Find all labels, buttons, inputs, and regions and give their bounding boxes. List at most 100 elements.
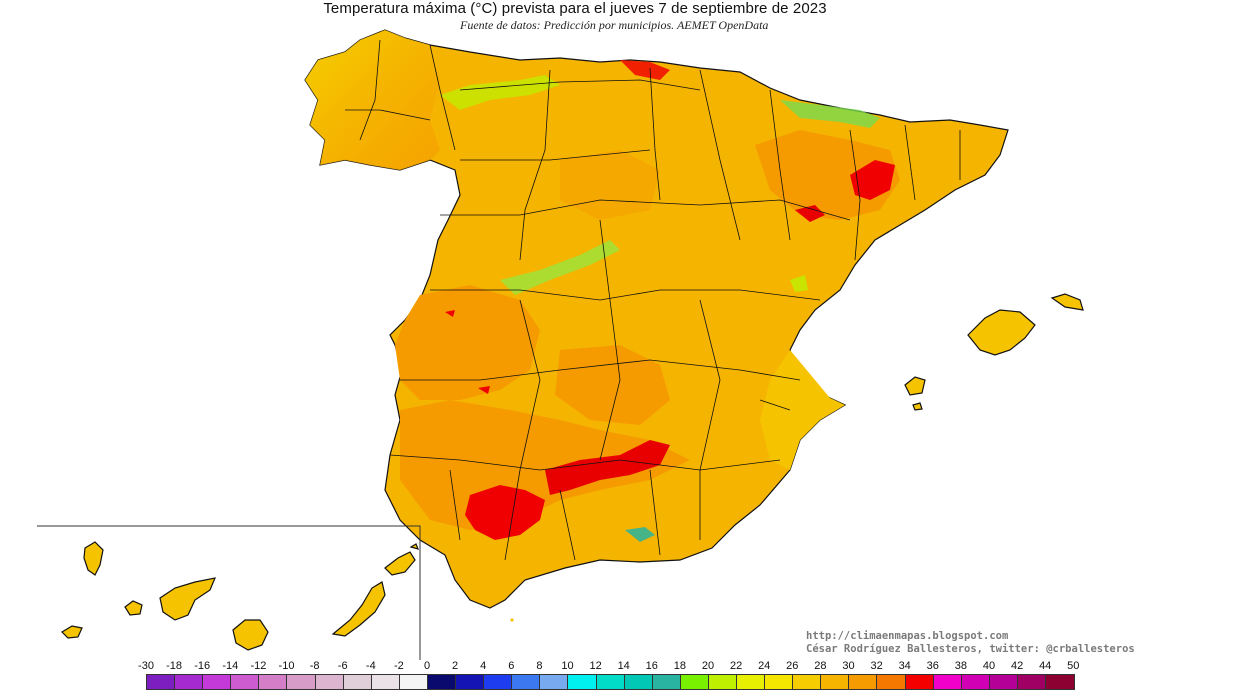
legend-swatch [231, 675, 260, 689]
legend-label: 44 [1039, 660, 1052, 672]
island-graciosa [409, 543, 420, 550]
legend-swatch [933, 675, 962, 689]
legend-swatch [624, 675, 653, 689]
northwest-zone [305, 30, 440, 170]
map-title: Temperatura máxima (°C) prevista para el… [323, 0, 827, 17]
legend-swatch [1046, 675, 1075, 689]
legend-label: 14 [617, 660, 630, 672]
legend-swatch [540, 675, 569, 689]
island-lanzarote [384, 551, 416, 576]
legend-swatch [315, 675, 344, 689]
hotspot-sevilla-cordoba [465, 485, 545, 540]
legend-swatch [259, 675, 288, 689]
legend-label: -30 [138, 660, 154, 672]
legend-label: -10 [278, 660, 295, 672]
cool-sierra-nevada [625, 527, 655, 542]
legend-swatch [877, 675, 906, 689]
legend-label: 20 [701, 660, 715, 672]
legend-swatch [680, 675, 709, 689]
legend-label: 32 [870, 660, 883, 672]
legend-label: 36 [926, 660, 939, 672]
legend-swatch [512, 675, 541, 689]
legend-swatch [147, 675, 176, 689]
zone-levante [760, 350, 845, 470]
canary-islands [61, 541, 420, 651]
legend-label: 24 [758, 660, 771, 672]
island-la-gomera [124, 600, 143, 616]
hotspot-extremadura [445, 310, 455, 317]
legend-swatch [961, 675, 990, 689]
legend-swatch [371, 675, 400, 689]
legend-label: 18 [673, 660, 687, 672]
legend-label: 38 [954, 660, 968, 672]
legend-label: 12 [589, 660, 602, 672]
cool-iberico [790, 275, 808, 292]
legend-label: -12 [250, 660, 267, 672]
legend-swatch [736, 675, 766, 689]
island-fuerteventura [331, 581, 386, 637]
legend-swatch [287, 675, 316, 689]
legend-labels: -30 -18 -16 -14 -12 -10 -8 -6 -4 -2 0 2 4 6 8 10 12 14 16 1… [0, 660, 1243, 674]
legend-swatch [765, 675, 794, 689]
legend-label: -8 [309, 660, 320, 672]
legend-label: 26 [786, 660, 799, 672]
cool-cantabrica [440, 75, 560, 110]
province-boundaries [345, 39, 961, 561]
balearic-islands [904, 293, 1084, 411]
legend-label: -14 [222, 660, 239, 672]
island-la-palma [83, 541, 104, 576]
credit-url: http://climaenmapas.blogspot.com [806, 630, 1009, 642]
legend-swatch [905, 675, 934, 689]
legend-swatch [708, 675, 737, 689]
hotspot-ebro-small [795, 205, 825, 222]
island-gran-canaria [232, 619, 269, 651]
zone-extremadura [395, 285, 540, 400]
legend-swatch [652, 675, 681, 689]
legend-swatch [568, 675, 597, 689]
legend-label: 22 [729, 660, 743, 672]
zone-mancha [555, 345, 670, 425]
cool-pyrenees [780, 100, 880, 128]
island-el-hierro [61, 625, 83, 639]
legend-label: 4 [480, 660, 487, 672]
legend-label: 6 [508, 660, 515, 672]
hotspot-zaragoza [850, 160, 895, 200]
island-tenerife [159, 577, 216, 621]
island-menorca [1050, 293, 1084, 311]
legend-label: 8 [536, 660, 543, 672]
alboran-island [510, 618, 514, 622]
legend-label: -6 [337, 660, 348, 672]
legend-label: 50 [1067, 660, 1080, 672]
legend-label: -2 [394, 660, 404, 672]
hotspot-bilbao [620, 60, 670, 80]
legend-label: 28 [814, 660, 827, 672]
legend-swatch [427, 675, 457, 689]
legend-label: 2 [452, 660, 459, 672]
legend-label: 0 [423, 660, 431, 672]
legend-label: 30 [842, 660, 855, 672]
island-mallorca [967, 309, 1036, 356]
legend-label: -18 [166, 660, 183, 672]
hotspot-jaen-granada [545, 440, 670, 495]
map-subtitle: Fuente de datos: Predicción por municipi… [460, 18, 769, 32]
legend-swatch [989, 675, 1018, 689]
island-ibiza [904, 376, 926, 396]
cool-central-system [500, 240, 620, 295]
legend-swatch [849, 675, 878, 689]
legend-swatch [596, 675, 625, 689]
legend-label: 34 [898, 660, 911, 672]
legend-swatch [203, 675, 232, 689]
legend-swatch [821, 675, 850, 689]
legend-label: 16 [645, 660, 658, 672]
legend-swatch [484, 675, 513, 689]
legend-swatch [399, 675, 428, 689]
credit-author: César Rodríguez Ballesteros, twitter: @c… [806, 643, 1135, 655]
island-formentera [912, 402, 923, 411]
canarias-inset-frame [37, 525, 421, 660]
legend-colorbar [146, 674, 1076, 690]
legend-swatch [1017, 675, 1046, 689]
legend-swatch [793, 675, 822, 689]
legend-label: 42 [1010, 660, 1024, 672]
hotspot-badajoz [478, 386, 490, 394]
